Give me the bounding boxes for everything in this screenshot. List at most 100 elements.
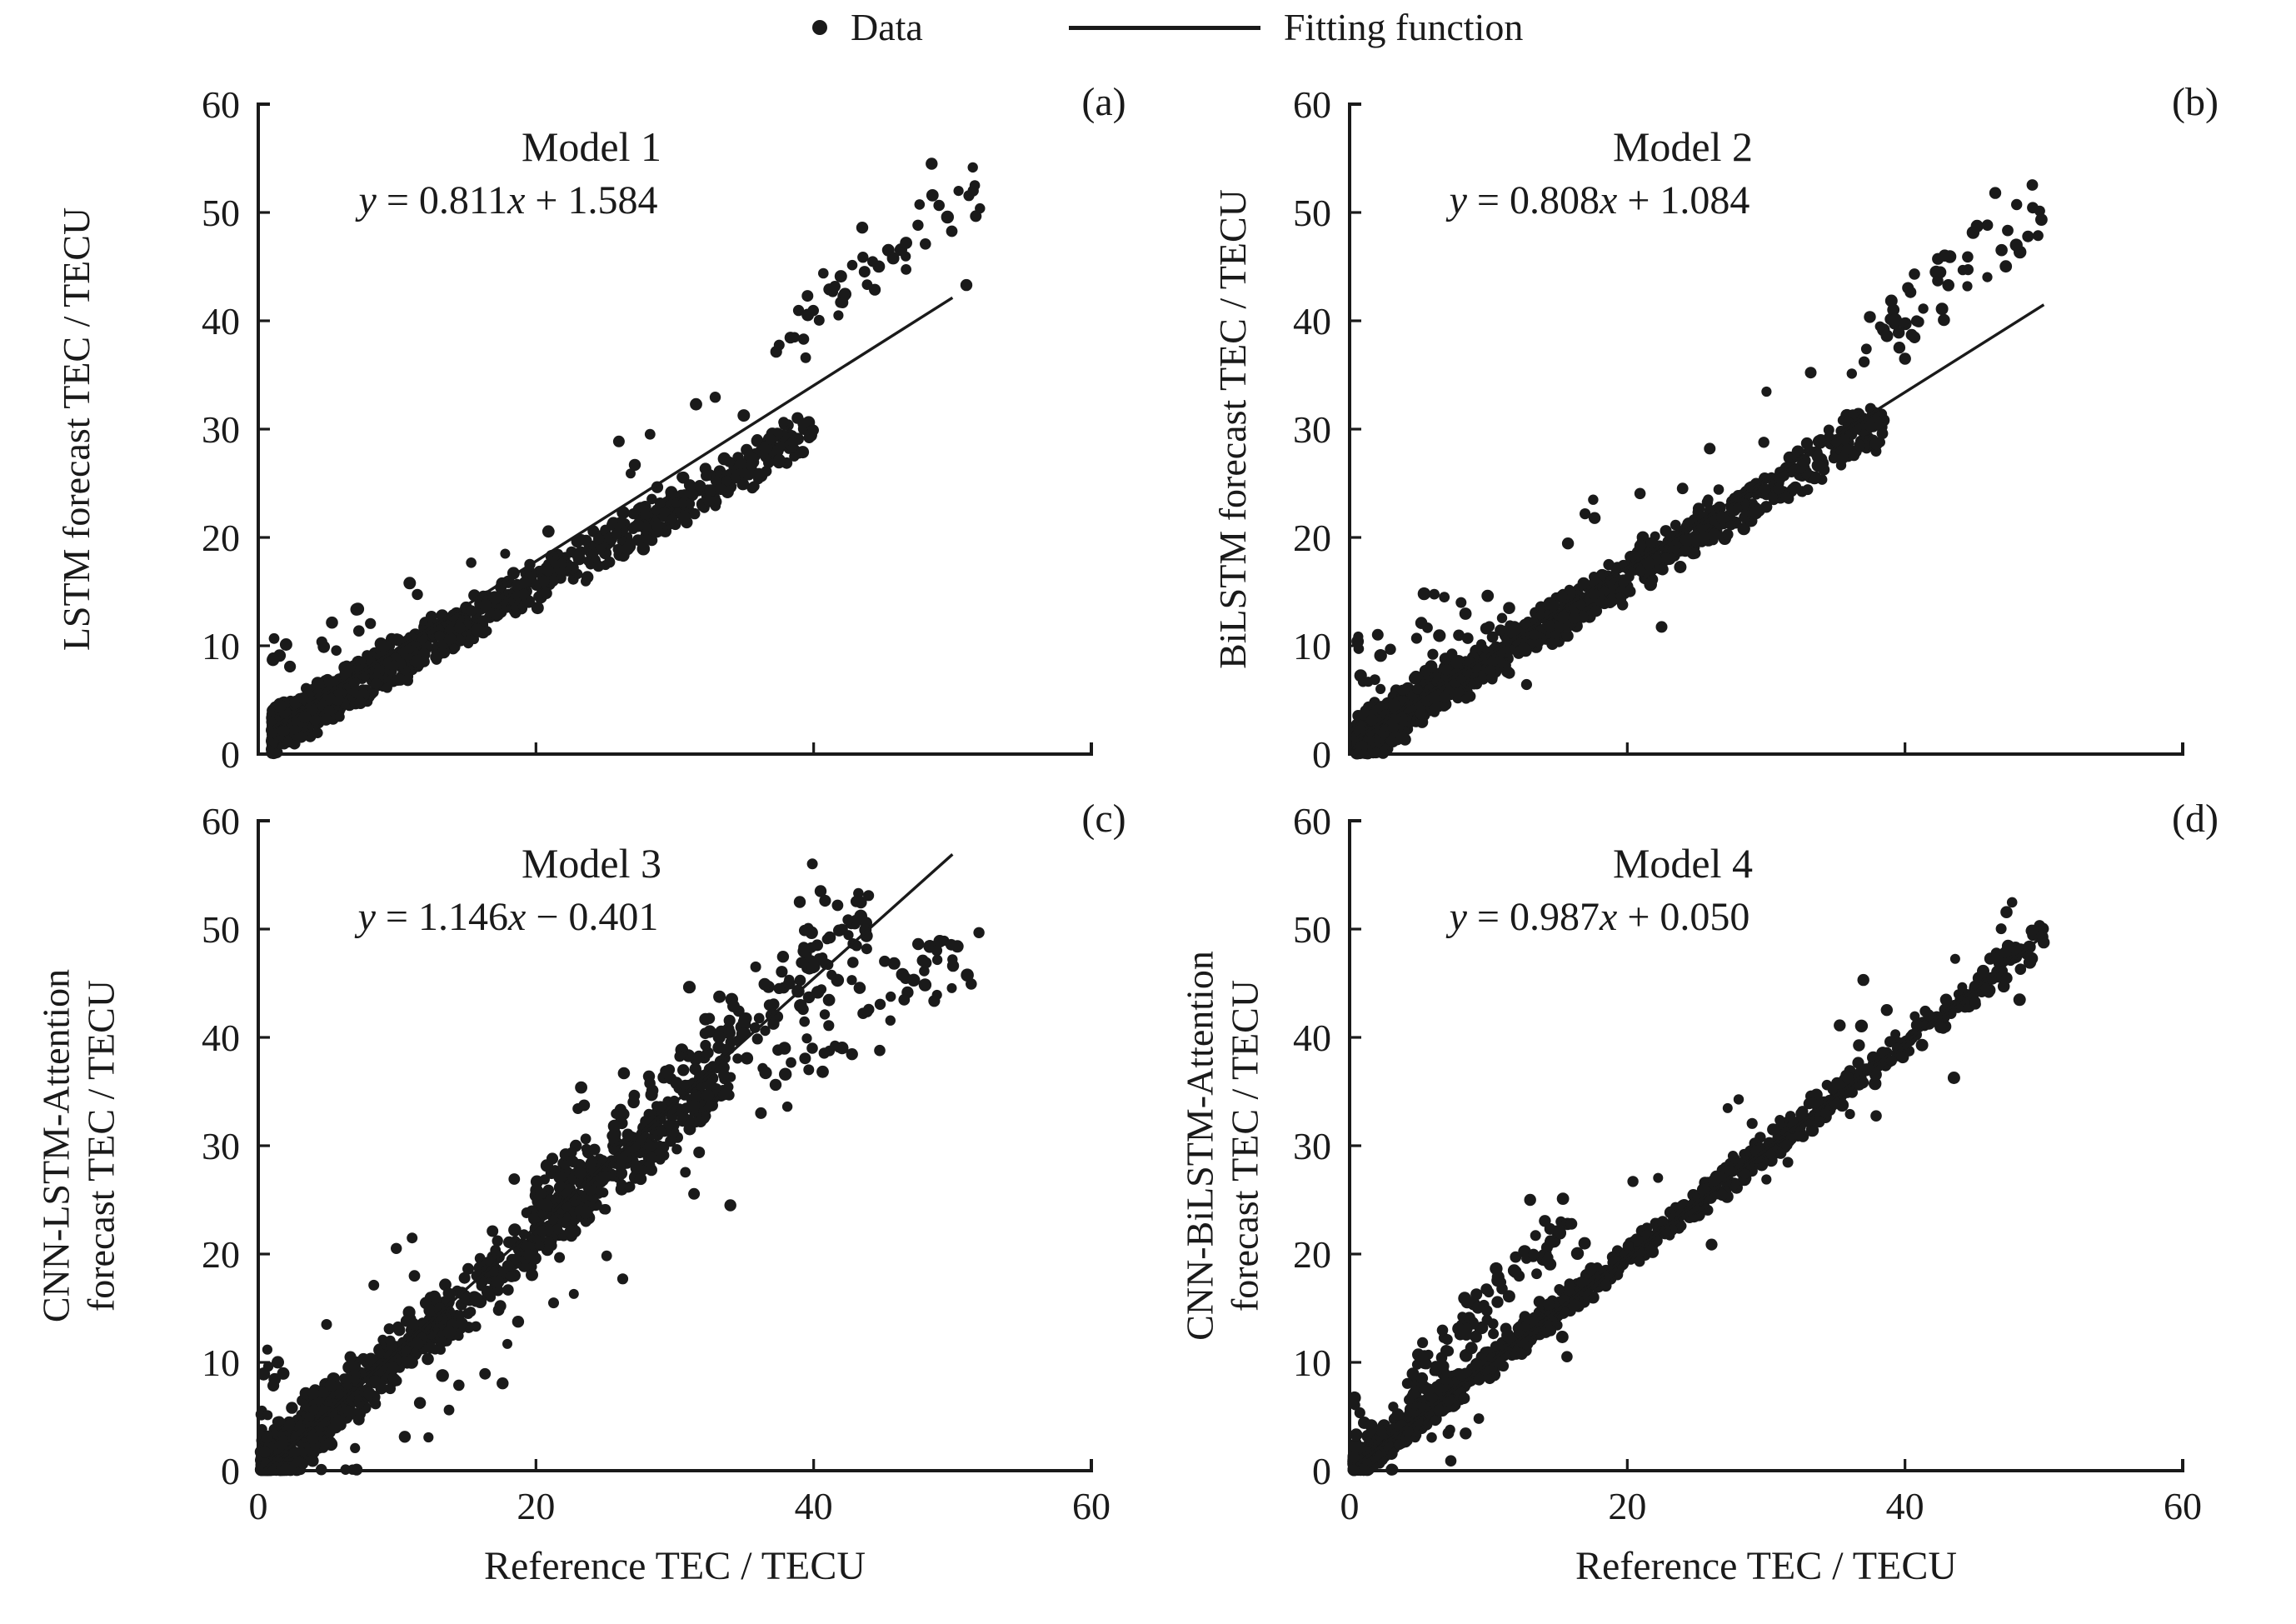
panel-d-ylabel-line2: forecast TEC / TECU [1224, 979, 1266, 1312]
panel-a-data-points [266, 157, 986, 760]
panel-b-ylabel: BiLSTM forecast TEC / TECU [1210, 189, 1255, 669]
eq-c-y: y [357, 895, 376, 939]
panel-d-ytick-50: 50 [1293, 908, 1331, 951]
panel-b-ytick-10: 10 [1293, 625, 1331, 667]
panel-d-xtick-0: 0 [1340, 1485, 1360, 1527]
eq-c-tail: − 0.401 [526, 895, 659, 939]
panel-d-axes [1348, 819, 2184, 1472]
eq-b-tail: + 1.084 [1617, 178, 1750, 222]
panel-c-fit-line [262, 853, 954, 1472]
panel-d-ytick-10: 10 [1293, 1342, 1331, 1384]
panel-c-tick-labels: 0 10 20 30 40 50 60 0 20 40 60 [202, 800, 1111, 1527]
panel-b-ytick-40: 40 [1293, 300, 1331, 342]
panel-b-equation: y = 0.808x + 1.084 [1450, 177, 1750, 223]
eq-c-mid: = 1.146 [375, 895, 508, 939]
panel-b-ytick-20: 20 [1293, 517, 1331, 559]
panel-d-equation: y = 0.987x + 0.050 [1450, 894, 1750, 940]
panel-c: 0 10 20 30 40 50 60 0 20 40 60 [202, 800, 1111, 1527]
panel-c-ytick-0: 0 [221, 1450, 240, 1492]
panel-a-ytick-20: 20 [202, 517, 240, 559]
panel-c-xtick-60: 60 [1072, 1485, 1111, 1527]
panel-a-ytick-10: 10 [202, 625, 240, 667]
eq-b-mid: = 0.808 [1466, 178, 1600, 222]
panel-d-ylabel: CNN-BiLSTM-Attention forecast TEC / TECU [1178, 951, 1269, 1341]
panel-d: 0 10 20 30 40 50 60 0 20 40 60 [1293, 800, 2202, 1527]
panel-b-fit-line [1355, 303, 2045, 740]
panel-c-ytick-50: 50 [202, 908, 240, 951]
panel-b-corner-label: (b) [2172, 80, 2219, 124]
panel-c-xtick-40: 40 [795, 1485, 833, 1527]
panel-d-ticks [1350, 927, 1907, 1471]
panel-c-data-points [254, 858, 985, 1477]
panel-d-xtick-60: 60 [2164, 1485, 2202, 1527]
panel-d-fit-line [1355, 934, 2045, 1467]
panel-c-xtick-20: 20 [517, 1485, 555, 1527]
panel-d-ylabel-line1: CNN-BiLSTM-Attention [1178, 951, 1221, 1341]
panel-c-corner-label: (c) [1081, 797, 1126, 841]
panel-c-ytick-20: 20 [202, 1233, 240, 1276]
panel-a-ytick-60: 60 [202, 83, 240, 126]
eq-b-x: x [1600, 178, 1618, 222]
legend-fitting-label: Fitting function [1283, 6, 1524, 48]
panel-d-tick-labels: 0 10 20 30 40 50 60 0 20 40 60 [1293, 800, 2202, 1527]
panel-a: 0 10 20 30 40 50 60 [202, 83, 1093, 776]
panel-d-ytick-40: 40 [1293, 1017, 1331, 1059]
panel-a-ytick-50: 50 [202, 192, 240, 234]
panel-d-corner-label: (d) [2172, 797, 2219, 841]
panel-c-axes [257, 819, 1093, 1472]
panel-b-data-points [1350, 179, 2048, 760]
panel-c-ytick-40: 40 [202, 1017, 240, 1059]
panel-d-ytick-20: 20 [1293, 1233, 1331, 1276]
fitting-line-icon [1068, 25, 1260, 30]
eq-b-y: y [1449, 178, 1467, 222]
eq-d-y: y [1449, 895, 1467, 939]
panel-b-ylabel-line1: BiLSTM forecast TEC / TECU [1210, 189, 1254, 669]
panel-c-equation: y = 1.146x − 0.401 [358, 894, 659, 940]
panel-d-ytick-60: 60 [1293, 800, 1331, 842]
panel-c-ytick-30: 30 [202, 1125, 240, 1167]
panel-d-title: Model 4 [1612, 840, 1754, 887]
panel-c-ylabel-line1: CNN-LSTM-Attention [34, 968, 77, 1323]
panel-c-ylabel-line2: forecast TEC / TECU [80, 979, 122, 1312]
panel-a-fit-line [271, 296, 954, 730]
eq-a-x: x [507, 178, 526, 222]
panel-a-equation: y = 0.811x + 1.584 [359, 177, 658, 223]
panel-d-xtick-40: 40 [1886, 1485, 1924, 1527]
panel-c-ticks [258, 927, 816, 1471]
panel-d-xlabel: Reference TEC / TECU [1575, 1544, 1958, 1588]
panel-d-ytick-30: 30 [1293, 1125, 1331, 1167]
panel-a-ylabel-line1: LSTM forecast TEC / TECU [54, 207, 97, 652]
panel-b-ytick-60: 60 [1293, 83, 1331, 126]
panel-a-ticks [258, 211, 816, 754]
eq-c-x: x [508, 895, 527, 939]
panel-b-tick-labels: 0 10 20 30 40 50 60 [1293, 83, 1331, 776]
panel-a-tick-labels: 0 10 20 30 40 50 60 [202, 83, 240, 776]
eq-d-mid: = 0.987 [1466, 895, 1600, 939]
eq-d-tail: + 0.050 [1617, 895, 1750, 939]
panel-b-ytick-30: 30 [1293, 408, 1331, 451]
eq-a-mid: = 0.811 [376, 178, 508, 222]
panel-b: 0 10 20 30 40 50 60 [1293, 83, 2184, 776]
panel-b-ticks [1350, 211, 1907, 754]
panel-c-title: Model 3 [521, 840, 662, 887]
panel-b-axes [1348, 102, 2184, 756]
panel-b-ytick-0: 0 [1312, 733, 1331, 776]
panel-a-corner-label: (a) [1081, 80, 1126, 124]
panel-a-ylabel: LSTM forecast TEC / TECU [54, 207, 99, 651]
legend-data-label: Data [851, 6, 923, 48]
panel-a-ytick-30: 30 [202, 408, 240, 451]
panel-d-xtick-20: 20 [1608, 1485, 1646, 1527]
panel-a-ytick-40: 40 [202, 300, 240, 342]
panel-c-xlabel: Reference TEC / TECU [483, 1544, 866, 1588]
data-marker-icon [812, 20, 827, 35]
legend: Data Fitting function [812, 8, 1523, 47]
panel-b-title: Model 2 [1612, 123, 1754, 170]
panel-a-ytick-0: 0 [221, 733, 240, 776]
panel-d-ytick-0: 0 [1312, 1450, 1331, 1492]
eq-a-tail: + 1.584 [525, 178, 658, 222]
panel-c-ytick-60: 60 [202, 800, 240, 842]
panel-b-ytick-50: 50 [1293, 192, 1331, 234]
panel-a-title: Model 1 [521, 123, 662, 170]
